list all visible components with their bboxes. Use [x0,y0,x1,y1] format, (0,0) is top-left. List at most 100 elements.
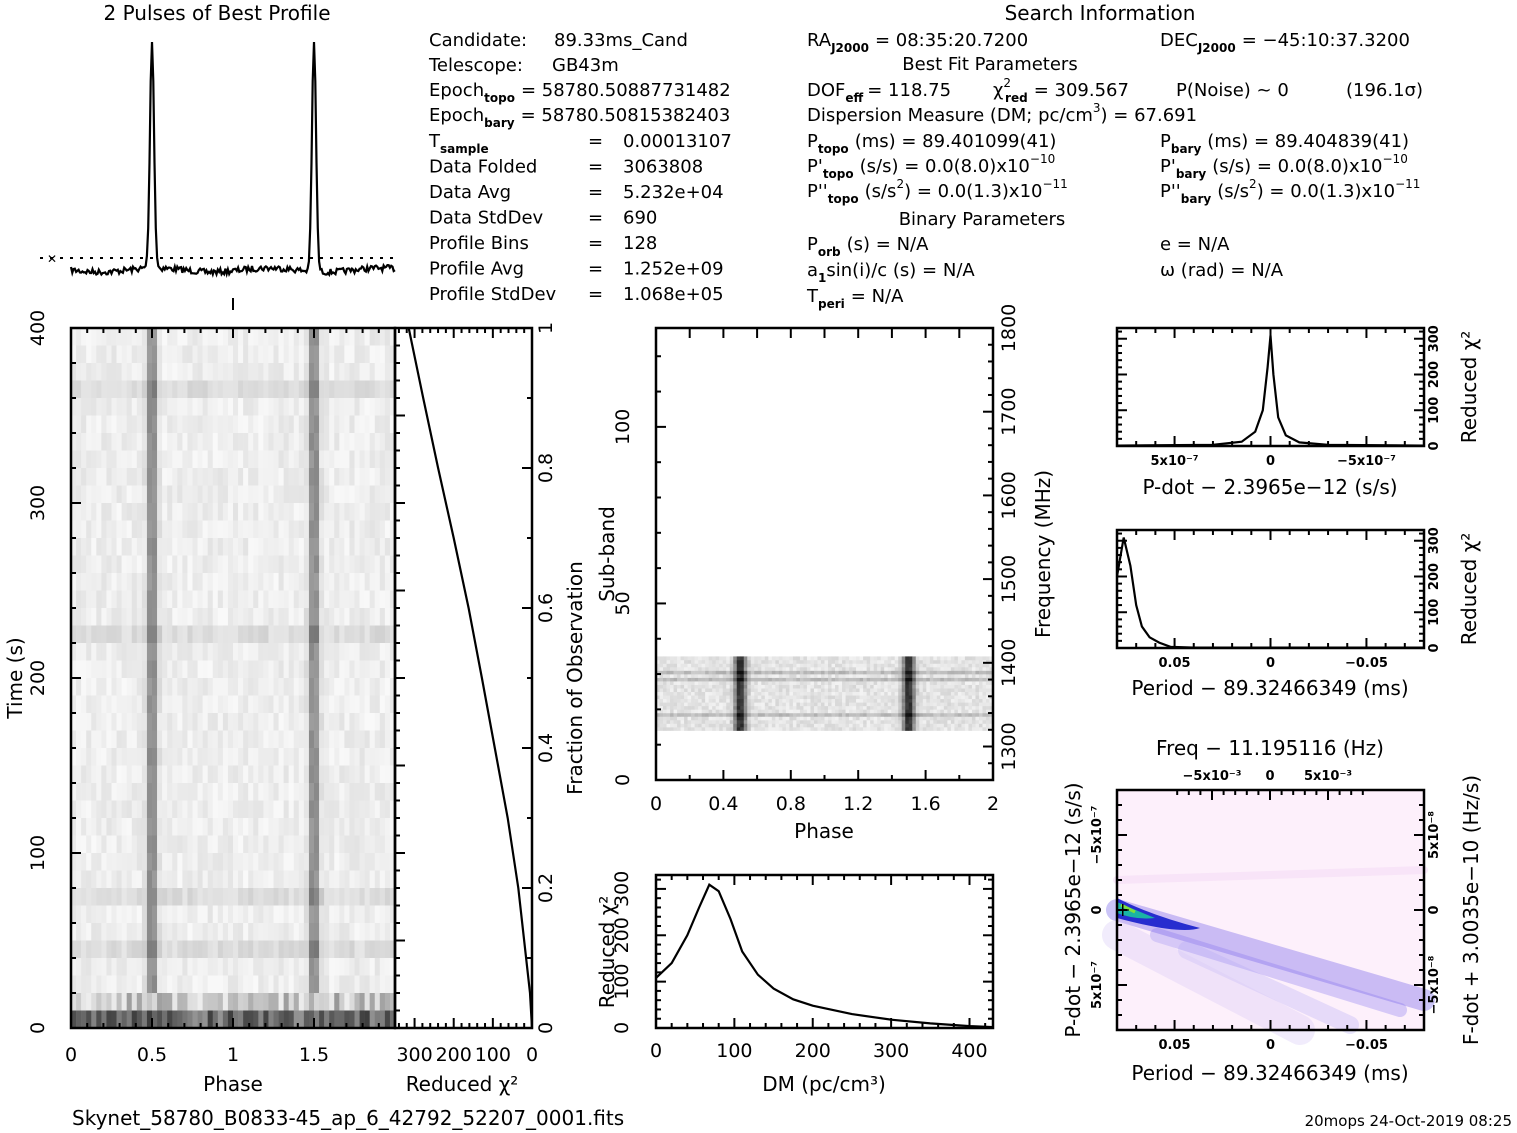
heat-cell [898,698,903,703]
tick-label: 2 [987,793,999,815]
heat-cell [288,713,295,731]
heat-cell [691,688,695,693]
heat-cell [989,698,994,703]
heat-cell [891,691,896,696]
heat-cell [364,608,370,626]
heat-cell [817,677,822,682]
heat-cell [957,670,962,675]
heat-cell [389,345,396,364]
heat-cell [303,538,310,556]
heat-cell [354,713,360,731]
heat-cell [187,905,193,924]
heat-cell [258,975,264,994]
heat-cell [666,663,671,668]
heat-cell [691,709,695,714]
heat-cell [136,713,143,731]
heat-cell [238,573,244,591]
heat-cell [708,684,713,689]
heat-cell [359,590,365,609]
heat-cell [982,712,987,717]
heat-cell [283,695,289,714]
heat-cell [303,1010,310,1029]
heat-cell [263,660,269,679]
heat-cell [202,695,208,714]
heat-cell [253,625,259,644]
heat-cell [359,380,365,399]
heat-cell [929,670,934,675]
heat-cell [719,705,723,710]
heat-cell [659,727,664,731]
heat-cell [268,993,274,1011]
heat-cell [324,328,330,346]
heat-cell [684,684,688,689]
heat-cell [71,555,77,574]
heat-cell [369,363,376,381]
heat-cell [288,888,295,906]
heat-cell [314,958,320,976]
heat-cell [146,573,153,591]
heat-cell [141,993,148,1011]
heat-cell [273,608,279,626]
heat-cell [207,538,214,556]
heat-cell [908,712,913,717]
heat-cell [217,503,224,521]
heat-cell [202,993,208,1011]
heat-cell [126,433,133,451]
heat-cell [278,993,284,1011]
heat-cell [217,993,224,1011]
heat-cell [136,695,143,714]
heat-cell [364,923,370,941]
heat-cell [379,958,386,976]
heat-cell [319,555,325,574]
heat-cell [684,681,688,685]
heat-cell [197,625,203,644]
heat-cell [273,923,279,941]
heat-cell [764,709,769,714]
heat-cell [212,993,219,1011]
heat-cell [222,940,229,959]
heat-cell [96,468,102,486]
heat-cell [233,713,239,731]
heat-cell [936,705,941,710]
heat-cell [116,975,122,994]
heat-cell [940,691,945,696]
heat-cell [349,853,355,871]
heat-cell [898,684,903,689]
heat-cell [222,888,229,906]
heat-cell [354,678,360,696]
heat-cell [131,450,138,469]
heat-cell [324,573,330,591]
heat-cell [182,433,188,451]
heat-cell [106,380,112,399]
heat-cell [121,748,127,766]
heat-cell [666,727,671,731]
heat-cell [273,380,279,399]
heat-cell [971,712,976,717]
heat-cell [715,727,720,731]
heat-cell [212,485,219,504]
heat-cell [314,520,320,539]
heat-cell [293,503,300,521]
heat-cell [162,818,168,836]
heat-cell [293,450,300,469]
heat-cell [207,433,214,451]
heat-cell [701,695,706,700]
heat-cell [197,800,203,819]
heat-cell [849,709,853,714]
heat-cell [298,328,305,346]
pdd-bary-sup: 2 [1249,177,1257,191]
heat-cell [824,691,829,696]
heat-cell [750,659,755,664]
heat-cell [116,853,122,871]
heat-cell [849,723,853,728]
heat-cell [989,702,994,707]
heat-cell [968,709,973,714]
heat-cell [268,975,274,994]
heat-cell [880,709,885,714]
heat-cell [96,380,102,399]
chi2-fraction-xlabel: Reduced χ² [406,1072,519,1096]
heat-cell [663,674,667,678]
heat-cell [775,667,780,671]
heat-cell [116,713,122,731]
heat-cell [673,712,678,717]
